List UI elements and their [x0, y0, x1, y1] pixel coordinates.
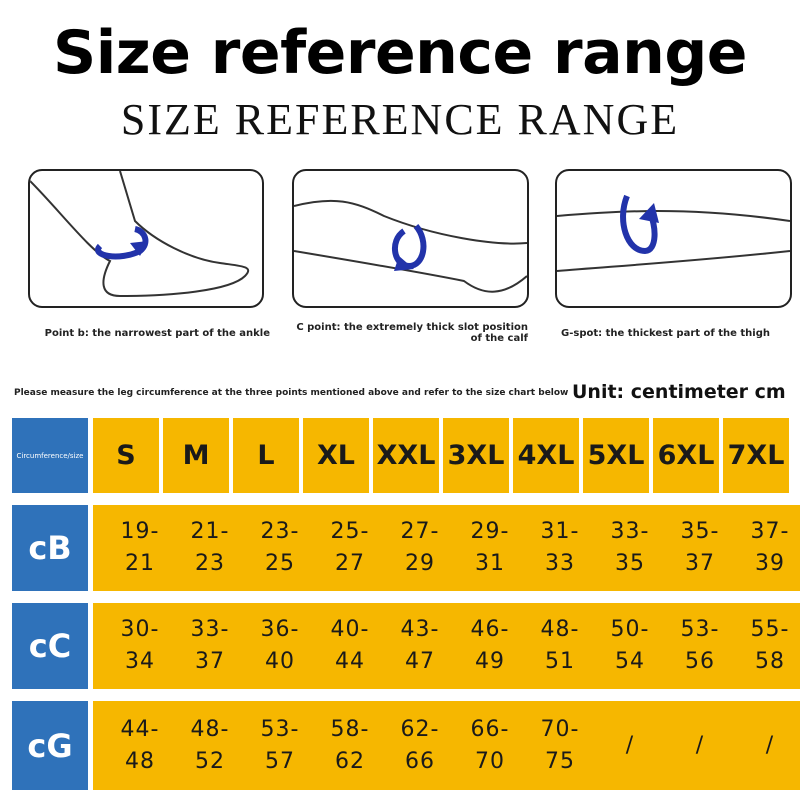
- caption: Point b: the narrowest part of the ankle: [44, 328, 270, 339]
- size-header: M: [163, 418, 229, 493]
- size-header: 6XL: [653, 418, 719, 493]
- size-header: XL: [303, 418, 369, 493]
- size-value: 55-58: [723, 603, 800, 689]
- row-label: cC: [12, 603, 88, 689]
- size-header: S: [93, 418, 159, 493]
- corner-cell: Circumference/size: [12, 418, 88, 493]
- unit: Unit: centimeter cm: [572, 381, 786, 403]
- instruction: Please measure the leg circumference at …: [14, 388, 569, 398]
- caption: C point: the extremely thick slot positi…: [296, 322, 528, 344]
- calf-figure: [292, 169, 529, 308]
- size-header: 3XL: [443, 418, 509, 493]
- caption: G-spot: the thickest part of the thigh: [561, 328, 770, 339]
- size-header: 7XL: [723, 418, 789, 493]
- ankle-figure: [28, 169, 264, 308]
- size-header: 4XL: [513, 418, 579, 493]
- row-label: cG: [12, 701, 88, 790]
- subtitle: SIZE REFERENCE RANGE: [120, 95, 680, 144]
- size-header: L: [233, 418, 299, 493]
- size-value: /: [723, 701, 800, 790]
- thigh-figure: [555, 169, 792, 308]
- size-header: XXL: [373, 418, 439, 493]
- title: Size reference range: [53, 18, 747, 88]
- size-header: 5XL: [583, 418, 649, 493]
- size-value: 37-39: [723, 505, 800, 591]
- row-label: cB: [12, 505, 88, 591]
